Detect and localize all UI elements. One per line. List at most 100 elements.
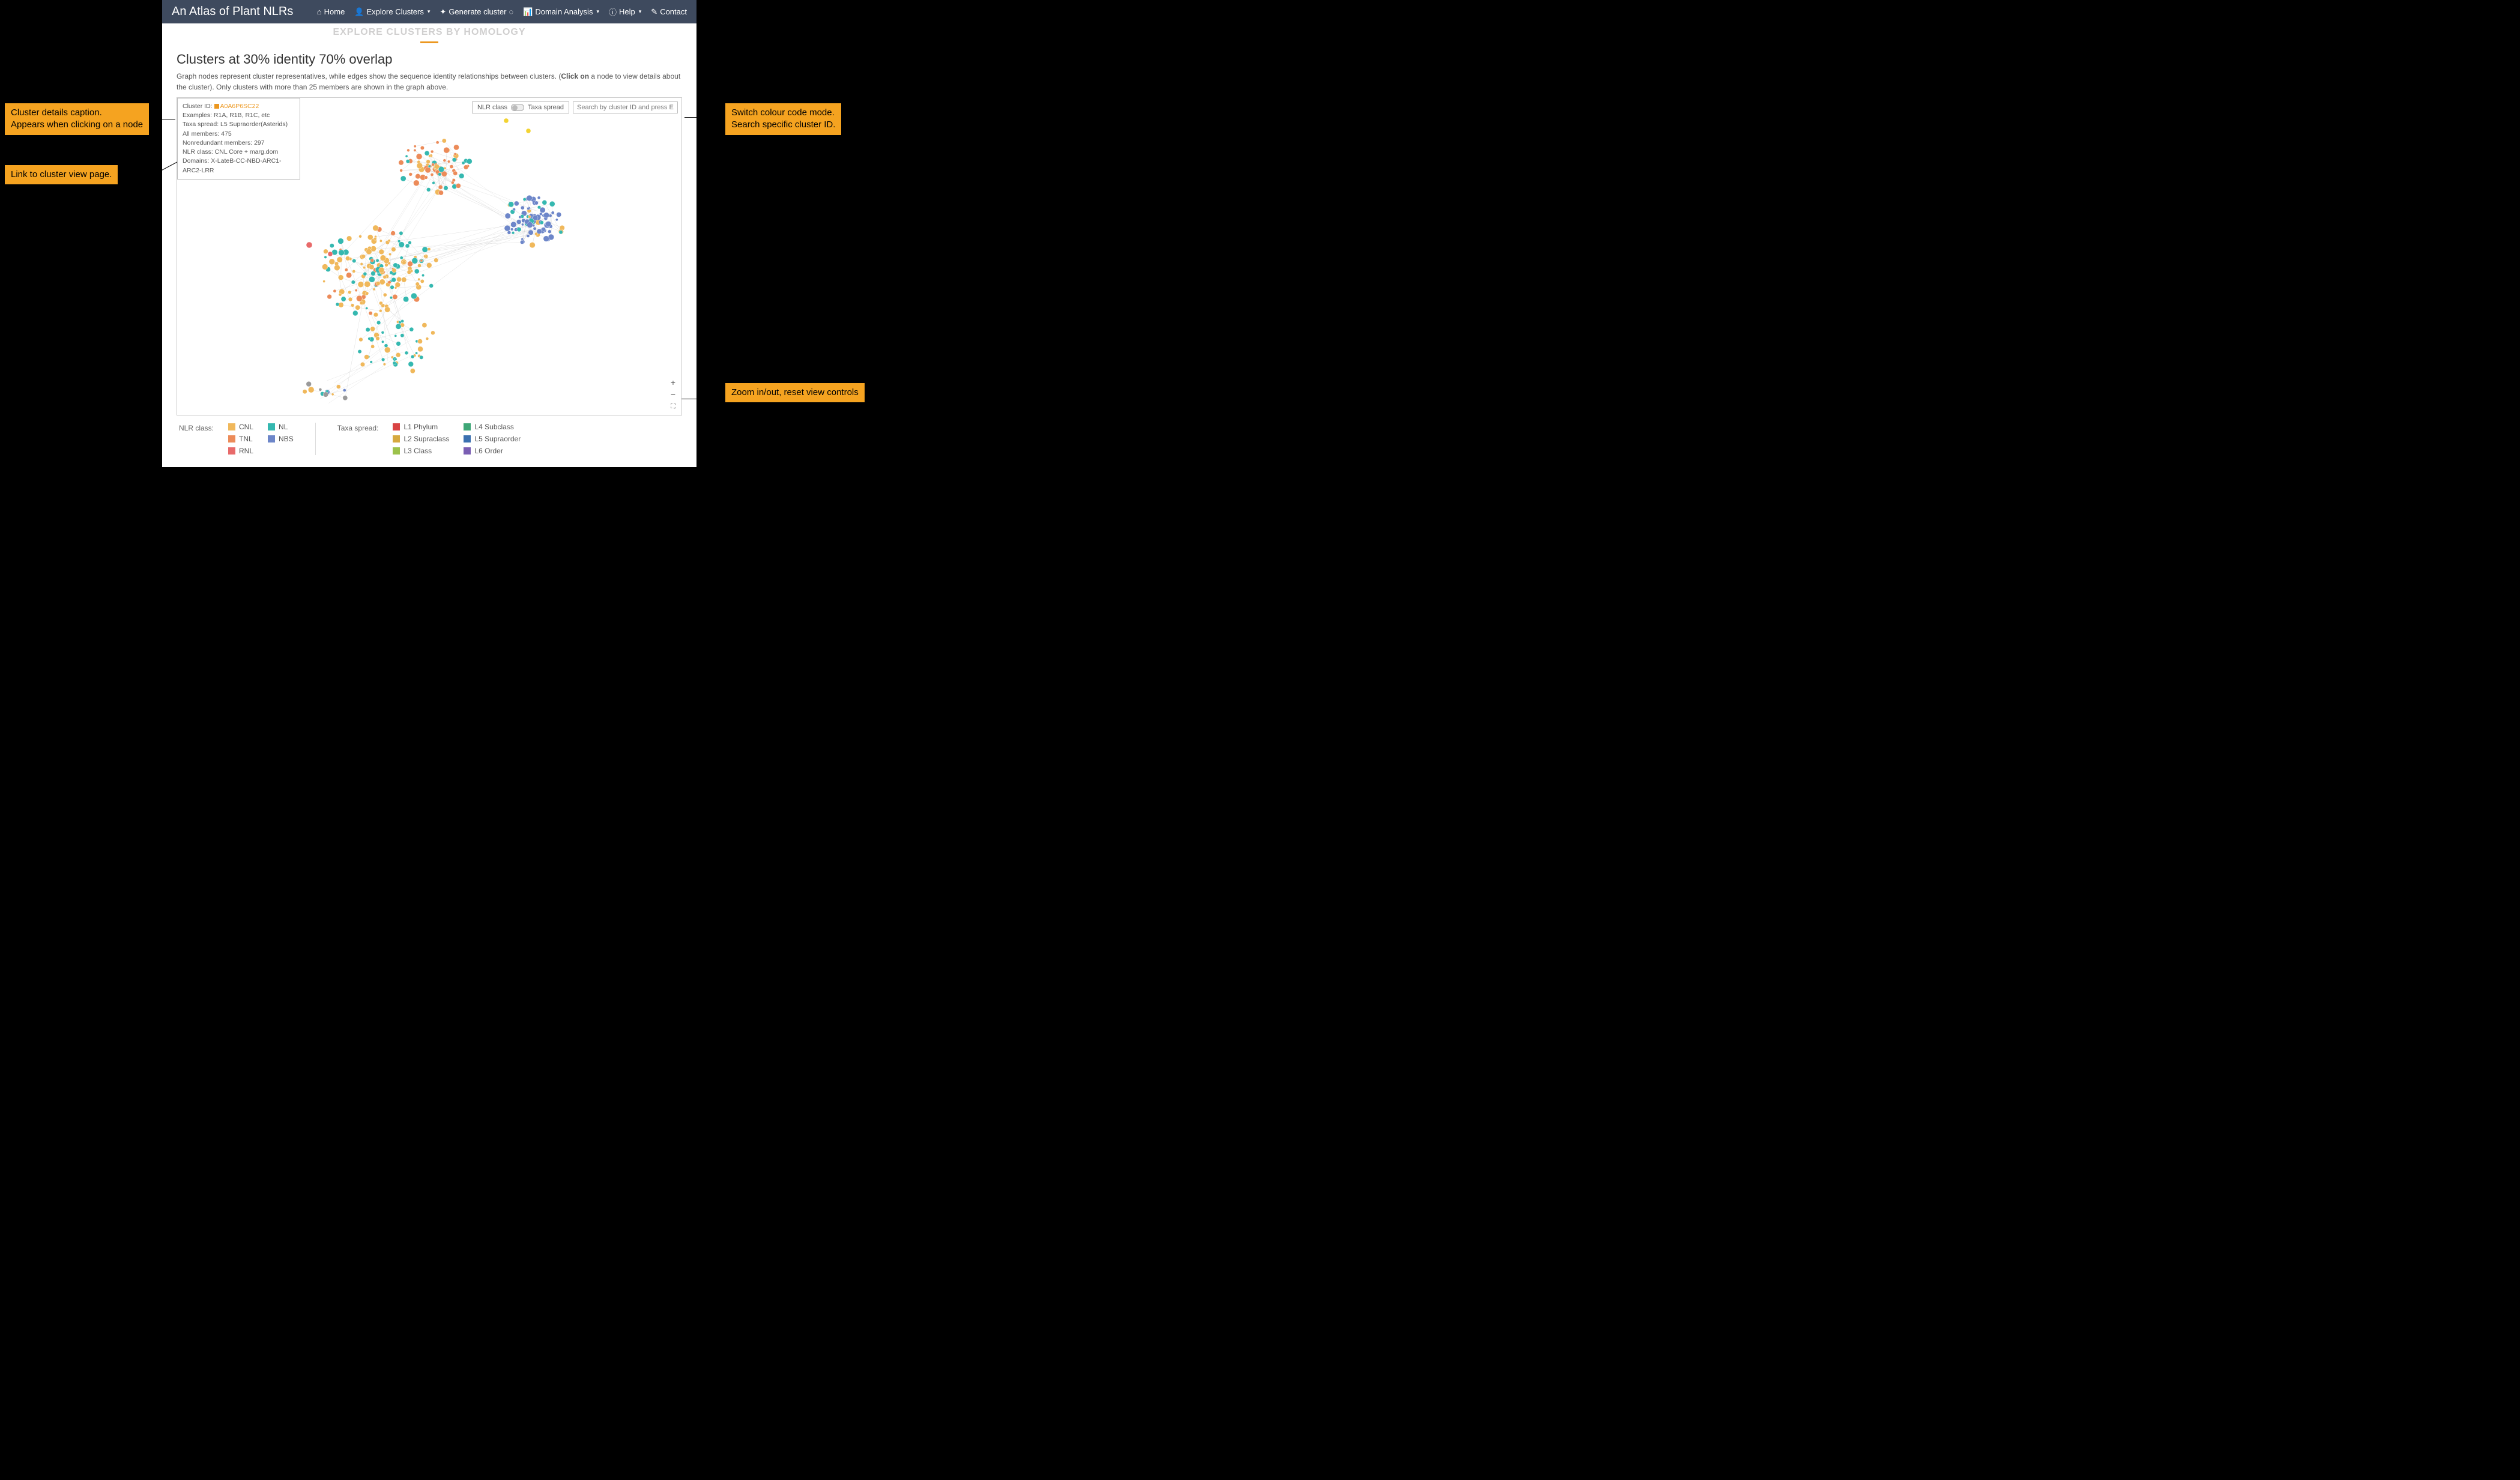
legend-item: NBS xyxy=(268,435,294,443)
graph-top-controls: NLR class Taxa spread xyxy=(472,101,678,113)
callout-line: Cluster details caption. xyxy=(11,107,102,118)
legend-item: L4 Subclass xyxy=(464,423,521,431)
callout-line: Search xyxy=(731,119,763,130)
callout-line: Appears when clicking on a node xyxy=(11,119,143,130)
callout-caption: Cluster details caption. Appears when cl… xyxy=(5,103,149,135)
desc-text: Graph nodes represent cluster representa… xyxy=(177,72,561,80)
legend-swatch xyxy=(393,423,400,430)
page-subtitle: EXPLORE CLUSTERS BY HOMOLOGY xyxy=(162,27,696,38)
chevron-down-icon: ▾ xyxy=(639,8,642,15)
toggle-left-label: NLR class xyxy=(477,104,507,111)
legend-swatch xyxy=(268,435,275,442)
page-description: Graph nodes represent cluster representa… xyxy=(177,71,682,92)
legend-label: L1 Phylum xyxy=(403,423,438,431)
callout-line: Switch xyxy=(731,107,760,118)
legend-item: TNL xyxy=(228,435,253,443)
binoculars-icon: 👤 xyxy=(354,7,364,17)
legend-item: NL xyxy=(268,423,294,431)
legend-item: L6 Order xyxy=(464,447,521,455)
callout-zoom: Zoom in/out, reset view controls xyxy=(725,383,865,402)
cluster-color-swatch xyxy=(214,104,219,109)
color-mode-toggle[interactable]: NLR class Taxa spread xyxy=(472,101,569,113)
legend-label: NL xyxy=(279,423,288,431)
caption-row: NLR class: CNL Core + marg.dom xyxy=(183,148,295,157)
legend-divider xyxy=(315,423,316,455)
nav-label: Explore Clusters xyxy=(367,7,424,16)
legend-col: L1 Phylum L2 Supraclass L3 Class xyxy=(393,423,449,455)
pointer-line xyxy=(684,117,725,118)
callout-line: cluster view page. xyxy=(40,169,112,180)
legend-swatch xyxy=(464,435,471,442)
desc-bold: Click on xyxy=(561,72,589,80)
nav-label: Home xyxy=(324,7,345,16)
legend-item: L5 Supraorder xyxy=(464,435,521,443)
nav-label: Domain Analysis xyxy=(535,7,593,16)
legend-item: CNL xyxy=(228,423,253,431)
legend-label: L5 Supraorder xyxy=(474,435,521,443)
legend-swatch xyxy=(464,447,471,455)
legend-nlr-title: NLR class: xyxy=(179,423,214,455)
brand: An Atlas of Plant NLRs xyxy=(172,5,293,19)
legend-label: L4 Subclass xyxy=(474,423,513,431)
legend-col: CNL TNL RNL xyxy=(228,423,253,455)
legend-col: NL NBS xyxy=(268,423,294,455)
nav-label: Generate cluster xyxy=(449,7,506,16)
page-heading: Clusters at 30% identity 70% overlap xyxy=(177,52,682,67)
nav-label: Help xyxy=(619,7,635,16)
content: Clusters at 30% identity 70% overlap Gra… xyxy=(162,52,696,467)
send-icon: ✎ xyxy=(651,7,657,17)
info-icon: ⓘ xyxy=(609,6,617,17)
nav-domain[interactable]: 📊Domain Analysis▾ xyxy=(523,7,599,17)
caption-row: Taxa spread: L5 Supraorder(Asterids) xyxy=(183,120,295,129)
cluster-search-input[interactable] xyxy=(573,101,678,113)
caption-row: Examples: R1A, R1B, R1C, etc xyxy=(183,111,295,120)
cluster-id-link[interactable]: A0A6P6SC22 xyxy=(220,103,259,110)
subtitle-underline xyxy=(420,41,438,43)
nav-contact[interactable]: ✎Contact xyxy=(651,7,687,17)
legend-col: L4 Subclass L5 Supraorder L6 Order xyxy=(464,423,521,455)
legend-swatch xyxy=(228,447,235,455)
zoom-controls: + − ⛶ xyxy=(668,378,678,411)
nav-label: Contact xyxy=(660,7,687,16)
legend-swatch xyxy=(464,423,471,430)
legend-swatch xyxy=(228,435,235,442)
legend-item: L2 Supraclass xyxy=(393,435,449,443)
legend-swatch xyxy=(228,423,235,430)
legend-label: L6 Order xyxy=(474,447,503,455)
chevron-down-icon: ▾ xyxy=(596,8,599,15)
zoom-in-button[interactable]: + xyxy=(668,378,678,387)
navbar: An Atlas of Plant NLRs ⌂Home 👤Explore Cl… xyxy=(162,0,696,23)
callout-switch-search: Switch colour code mode. Search specific… xyxy=(725,103,841,135)
legend-label: CNL xyxy=(239,423,253,431)
caption-row: Cluster ID: A0A6P6SC22 xyxy=(183,102,295,111)
caption-row: All members: 475 xyxy=(183,130,295,139)
legend-label: L3 Class xyxy=(403,447,432,455)
zoom-out-button[interactable]: − xyxy=(668,390,678,399)
zoom-fit-button[interactable]: ⛶ xyxy=(668,402,678,411)
home-icon: ⌂ xyxy=(317,7,322,16)
callout-line: Zoom in/out, reset view controls xyxy=(731,387,859,397)
legend-label: L2 Supraclass xyxy=(403,435,449,443)
legend-label: NBS xyxy=(279,435,294,443)
spinner-icon: ◌ xyxy=(509,7,513,16)
switch-icon[interactable] xyxy=(511,104,524,111)
app-window: An Atlas of Plant NLRs ⌂Home 👤Explore Cl… xyxy=(162,0,696,467)
nav-generate[interactable]: ✦Generate cluster◌ xyxy=(440,7,513,17)
callout-line: Link to xyxy=(11,169,40,180)
caption-row: Domains: X-LateB-CC-NBD-ARC1-ARC2-LRR xyxy=(183,157,295,175)
legend-swatch xyxy=(393,435,400,442)
chart-icon: 📊 xyxy=(523,7,533,17)
legend: NLR class: CNLTNLRNL NLNBS Taxa spread: … xyxy=(177,415,682,458)
legend-item: L3 Class xyxy=(393,447,449,455)
magic-icon: ✦ xyxy=(440,7,446,17)
nav-home[interactable]: ⌂Home xyxy=(317,7,345,16)
chevron-down-icon: ▾ xyxy=(428,8,431,15)
nav-explore[interactable]: 👤Explore Clusters ▾ xyxy=(354,7,430,17)
caption-label: Cluster ID: xyxy=(183,103,214,110)
graph-panel: Cluster ID: A0A6P6SC22 Examples: R1A, R1… xyxy=(177,97,682,415)
callout-link: Link to cluster view page. xyxy=(5,165,118,184)
legend-label: RNL xyxy=(239,447,253,455)
caption-row: Nonredundant members: 297 xyxy=(183,139,295,148)
toggle-right-label: Taxa spread xyxy=(528,104,564,111)
nav-help[interactable]: ⓘHelp ▾ xyxy=(609,6,641,17)
